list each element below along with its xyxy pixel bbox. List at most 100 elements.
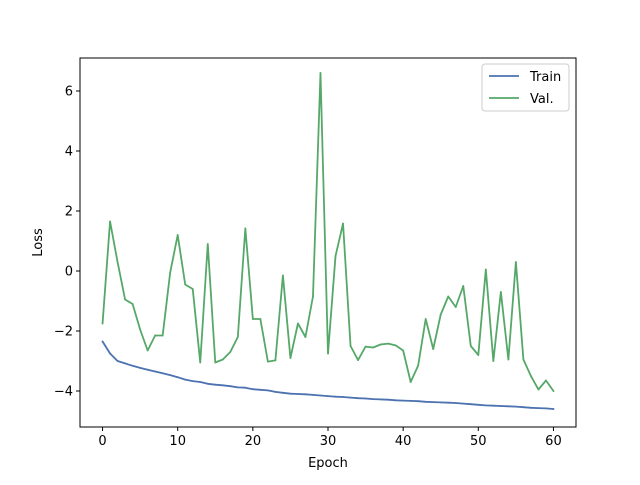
data-point-train [266, 389, 269, 392]
data-point-train [462, 402, 465, 405]
data-point-val [199, 361, 202, 364]
data-point-train [372, 398, 374, 400]
data-point-val [131, 303, 134, 305]
data-point-train [432, 401, 435, 403]
data-point-val [282, 274, 284, 277]
data-point-val [424, 318, 427, 320]
x-axis-label: Epoch [308, 456, 348, 471]
data-point-train [454, 402, 457, 404]
data-point-train [342, 396, 344, 398]
data-point-val [357, 359, 359, 361]
data-point-val [477, 354, 480, 356]
data-point-val [545, 379, 547, 382]
data-point-val [432, 348, 435, 350]
data-point-val [169, 271, 172, 274]
x-axis-ticks: 0 10 20 30 40 50 60 [98, 427, 562, 449]
data-point-train [259, 388, 262, 391]
data-point-train [101, 340, 104, 343]
data-point-val [507, 358, 510, 361]
x-tick-label: 50 [470, 434, 487, 449]
data-point-train [327, 395, 329, 397]
data-point-val [146, 349, 149, 352]
series-points-val [101, 72, 555, 392]
data-point-train [184, 378, 187, 381]
data-point-train [469, 403, 472, 406]
data-point-val [530, 375, 532, 377]
data-point-train [199, 381, 202, 383]
data-point-train [402, 399, 405, 402]
y-tick-label: −2 [54, 325, 73, 340]
y-axis-ticks: −4 −2 0 2 4 6 [54, 85, 80, 400]
data-point-val [259, 318, 262, 320]
data-point-val [334, 255, 337, 257]
data-point-val [364, 345, 367, 348]
series-layer [101, 72, 555, 410]
data-point-train [507, 405, 510, 408]
data-point-val [537, 388, 540, 391]
data-point-val [349, 345, 352, 347]
x-tick-label: 20 [245, 434, 262, 449]
data-point-train [530, 406, 532, 409]
data-point-train [417, 400, 420, 403]
data-point-train [492, 404, 495, 407]
legend-label-train: Train [529, 70, 561, 85]
data-point-val [484, 268, 487, 271]
data-point-val [236, 336, 239, 338]
data-point-train [439, 401, 442, 404]
data-point-val [469, 345, 472, 347]
data-point-train [312, 394, 314, 396]
data-point-train [124, 362, 126, 365]
data-point-train [522, 406, 525, 409]
data-point-val [417, 364, 420, 367]
data-point-val [342, 222, 344, 225]
data-point-val [184, 283, 187, 286]
data-point-train [484, 404, 487, 407]
data-point-val [409, 381, 412, 383]
y-axis-label: Loss [31, 228, 46, 257]
x-tick-label: 30 [320, 434, 337, 449]
data-point-train [394, 399, 397, 402]
data-point-val [229, 351, 232, 353]
y-tick-label: 6 [65, 85, 73, 100]
data-point-val [402, 349, 405, 352]
data-point-train [274, 391, 277, 393]
y-tick-label: 4 [65, 145, 73, 160]
data-point-train [447, 401, 450, 404]
data-point-train [537, 407, 540, 409]
data-point-val [372, 346, 374, 349]
data-point-train [477, 403, 480, 406]
data-point-train [161, 372, 164, 375]
data-point-val [439, 313, 442, 316]
data-point-train [289, 392, 292, 395]
data-point-train [116, 360, 119, 362]
series-line-val [101, 72, 555, 392]
data-point-train [244, 386, 247, 389]
data-point-val [139, 328, 142, 331]
x-tick-label: 40 [395, 434, 412, 449]
data-point-val [214, 361, 217, 364]
data-point-train [304, 393, 307, 396]
data-point-train [514, 405, 517, 408]
data-point-train [154, 370, 157, 373]
data-point-train [424, 400, 427, 403]
data-point-val [394, 344, 397, 347]
data-point-train [176, 376, 179, 379]
data-point-train [387, 398, 390, 401]
data-point-val [161, 334, 164, 337]
x-tick-label: 10 [169, 434, 186, 449]
data-point-val [312, 295, 314, 298]
data-point-val [499, 291, 502, 293]
data-point-train [364, 397, 367, 400]
data-point-train [236, 386, 239, 389]
data-point-train [191, 380, 194, 382]
data-point-val [274, 359, 277, 362]
data-point-val [552, 390, 555, 392]
data-point-val [101, 322, 104, 325]
data-point-val [304, 336, 307, 338]
data-point-val [124, 298, 126, 301]
data-point-val [176, 234, 179, 236]
data-point-val [116, 261, 119, 263]
data-point-val [251, 318, 254, 320]
